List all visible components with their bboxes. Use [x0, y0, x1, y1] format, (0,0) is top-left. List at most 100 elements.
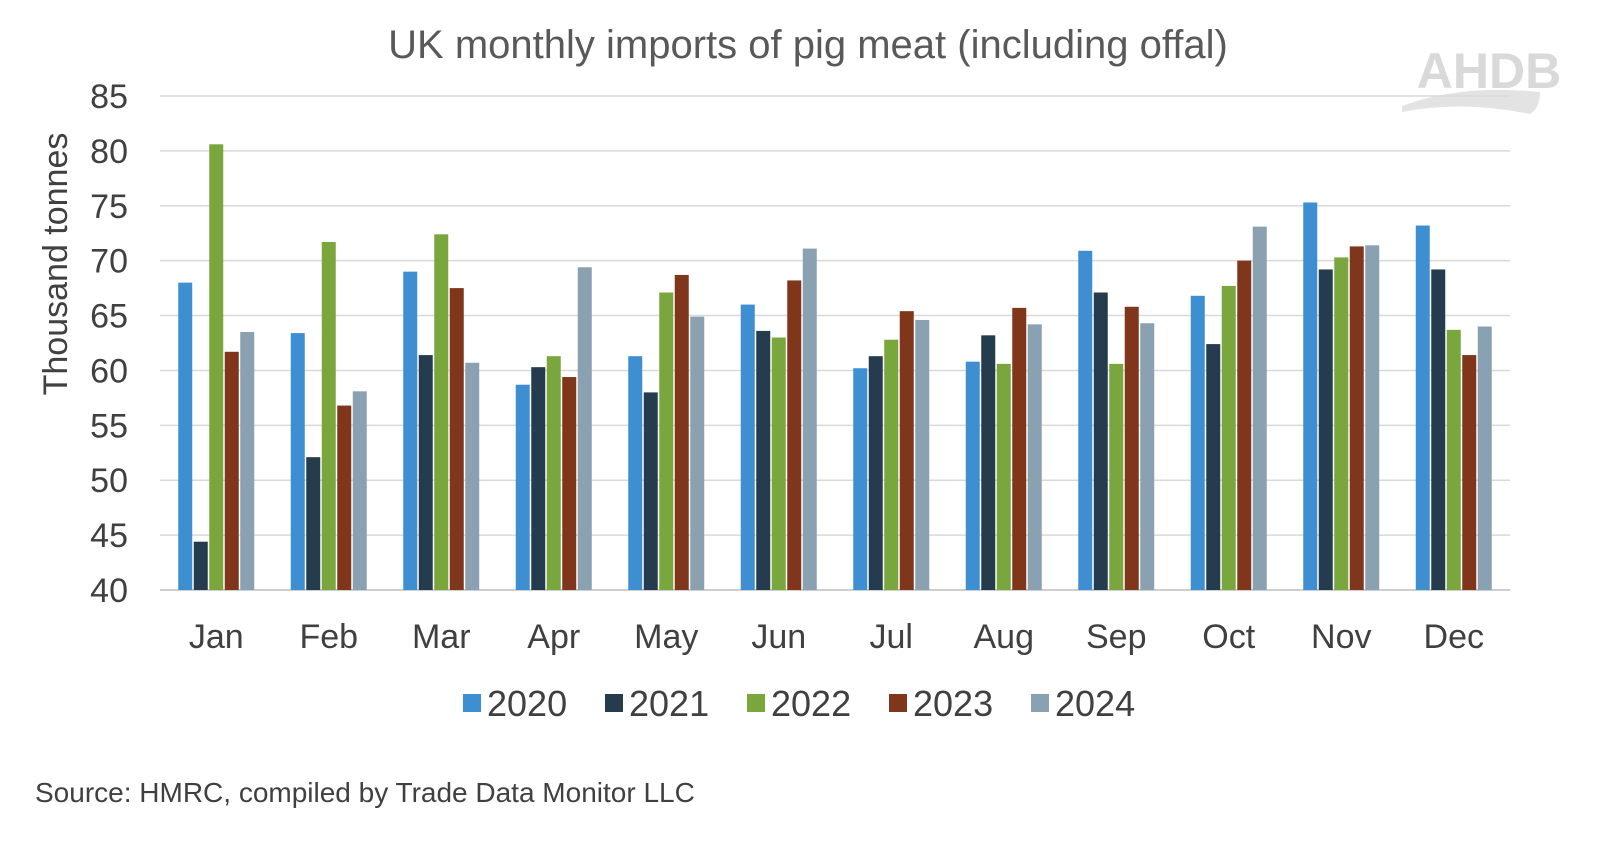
y-tick-label: 65: [90, 298, 128, 336]
y-tick-label: 85: [90, 78, 128, 116]
bar-nov-2023: [1349, 246, 1364, 590]
bar-oct-2024: [1252, 226, 1267, 590]
y-tick-label: 50: [90, 462, 128, 500]
bar-jul-2022: [884, 339, 899, 590]
legend-item-2024: 2024: [1031, 683, 1135, 724]
bar-jun-2020: [740, 304, 755, 590]
legend-label: 2020: [487, 683, 567, 724]
bar-mar-2023: [449, 288, 464, 590]
bar-jun-2021: [756, 330, 771, 590]
chart-title: UK monthly imports of pig meat (includin…: [388, 23, 1228, 67]
bar-dec-2024: [1477, 326, 1492, 590]
bar-mar-2022: [434, 234, 449, 590]
legend-label: 2024: [1055, 683, 1135, 724]
bar-jan-2022: [209, 144, 224, 590]
legend-swatch: [747, 694, 765, 712]
source-note: Source: HMRC, compiled by Trade Data Mon…: [35, 777, 695, 808]
legend-label: 2021: [629, 683, 709, 724]
bar-oct-2023: [1237, 260, 1252, 590]
y-tick-label: 60: [90, 352, 128, 390]
bar-sep-2020: [1078, 250, 1093, 590]
bar-feb-2022: [321, 242, 336, 590]
x-tick-label: Jan: [189, 618, 244, 656]
bar-jan-2023: [224, 351, 239, 590]
bar-sep-2024: [1140, 323, 1155, 590]
y-tick-label: 45: [90, 517, 128, 555]
legend-swatch: [463, 694, 481, 712]
bar-oct-2021: [1206, 344, 1221, 590]
y-tick-label: 40: [90, 572, 128, 610]
bar-jul-2024: [915, 319, 930, 590]
bars: [178, 144, 1492, 591]
bar-feb-2021: [306, 457, 321, 590]
y-tick-label: 55: [90, 407, 128, 445]
x-tick-label: Sep: [1086, 618, 1147, 656]
legend-item-2022: 2022: [747, 683, 851, 724]
legend-label: 2023: [913, 683, 993, 724]
bar-may-2021: [643, 392, 658, 590]
bar-aug-2024: [1027, 324, 1042, 590]
bar-dec-2022: [1446, 329, 1461, 590]
bar-mar-2021: [418, 355, 433, 590]
bar-may-2022: [659, 292, 674, 590]
bar-jul-2023: [899, 311, 914, 590]
bar-jan-2024: [240, 332, 255, 590]
bar-apr-2022: [546, 356, 561, 590]
y-tick-label: 80: [90, 133, 128, 171]
bar-mar-2020: [403, 271, 418, 590]
bar-jan-2021: [193, 541, 208, 590]
bar-aug-2020: [965, 361, 980, 590]
bar-may-2024: [690, 316, 705, 590]
x-tick-label: Dec: [1424, 618, 1484, 656]
ahdb-logo: AHDB: [1402, 43, 1561, 114]
bar-feb-2023: [337, 405, 352, 590]
legend-label: 2022: [771, 683, 851, 724]
bar-mar-2024: [465, 362, 480, 590]
bar-jun-2024: [802, 248, 817, 590]
bar-jan-2020: [178, 282, 193, 590]
legend-swatch: [889, 694, 907, 712]
bar-aug-2022: [996, 363, 1011, 590]
y-tick-label: 75: [90, 188, 128, 226]
legend: 2020 2021 2022 2023 2024: [463, 683, 1135, 724]
bar-sep-2023: [1124, 306, 1139, 590]
bar-oct-2020: [1190, 295, 1205, 590]
bar-apr-2021: [531, 367, 546, 590]
bar-apr-2020: [515, 384, 530, 590]
bar-apr-2024: [577, 267, 592, 590]
bar-oct-2022: [1221, 285, 1236, 590]
x-tick-label: Feb: [299, 618, 358, 656]
bar-dec-2021: [1431, 269, 1446, 590]
x-tick-label: Nov: [1311, 618, 1371, 656]
x-tick-label: Jul: [870, 618, 913, 656]
bar-sep-2022: [1109, 363, 1124, 590]
bar-jun-2022: [771, 337, 786, 590]
y-axis-label: Thousand tonnes: [37, 133, 75, 396]
legend-item-2023: 2023: [889, 683, 993, 724]
bar-nov-2024: [1365, 245, 1380, 590]
x-tick-label: Apr: [527, 618, 580, 656]
bar-sep-2021: [1093, 292, 1108, 590]
bar-feb-2020: [290, 333, 305, 590]
x-axis-ticks: Jan Feb Mar Apr May Jun Jul Aug Sep Oct Nov Dec: [189, 618, 1484, 656]
bar-nov-2022: [1334, 257, 1349, 590]
gridlines: [160, 95, 1510, 591]
bar-feb-2024: [352, 391, 367, 590]
x-tick-label: Mar: [412, 618, 471, 656]
bar-apr-2023: [562, 377, 577, 590]
bar-aug-2021: [981, 335, 996, 590]
bar-nov-2021: [1318, 269, 1333, 590]
ahdb-logo-text: AHDB: [1417, 43, 1561, 99]
legend-item-2020: 2020: [463, 683, 567, 724]
legend-swatch: [605, 694, 623, 712]
x-tick-label: Oct: [1202, 618, 1255, 656]
x-tick-label: Jun: [751, 618, 806, 656]
bar-nov-2020: [1303, 202, 1318, 591]
bar-may-2020: [628, 356, 643, 590]
bar-dec-2023: [1462, 355, 1477, 590]
x-tick-label: May: [634, 618, 698, 656]
bar-jun-2023: [787, 280, 802, 590]
bar-may-2023: [674, 274, 689, 590]
y-axis-ticks: 40 45 50 55 60 65 70 75 80 85: [90, 78, 128, 610]
